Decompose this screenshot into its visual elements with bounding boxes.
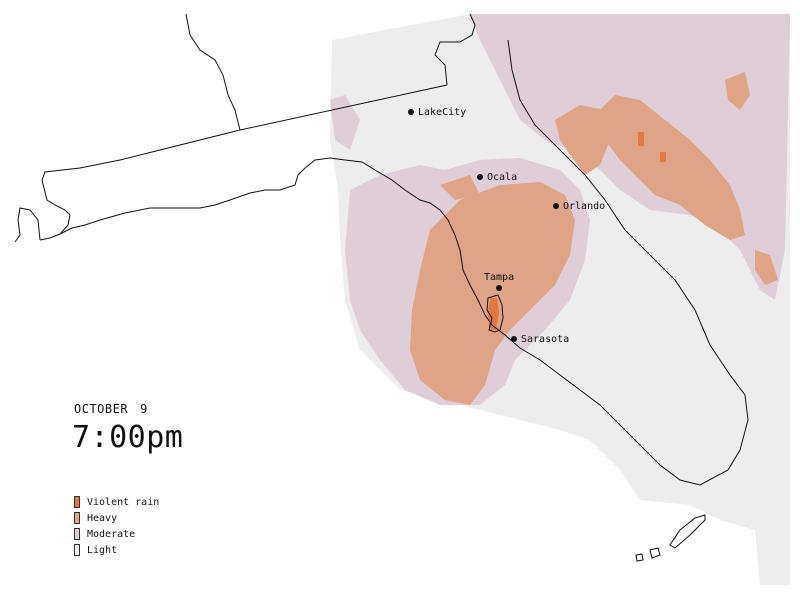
city-orlando[interactable]: Orlando (553, 201, 605, 212)
legend-label: Violent rain (87, 496, 160, 508)
legend-item-light: Light (74, 542, 159, 558)
city-label: Tampa (484, 272, 514, 283)
city-sarasota[interactable]: Sarasota (511, 334, 569, 345)
city-label: Ocala (487, 172, 517, 183)
legend-item-heavy: Heavy (74, 510, 159, 526)
legend-swatch (74, 496, 80, 508)
legend-swatch (74, 512, 80, 524)
city-dot (511, 336, 517, 342)
city-tampa[interactable]: Tampa (484, 272, 514, 291)
legend-label: Light (87, 544, 118, 556)
legend-swatch (74, 544, 80, 556)
city-markers: LakeCity Ocala Orlando Tampa Sarasota (408, 107, 605, 345)
city-dot (477, 174, 483, 180)
date-day: 9 (140, 402, 148, 416)
legend-label: Moderate (87, 528, 136, 540)
city-label: Orlando (563, 201, 605, 212)
legend-item-violent: Violent rain (74, 494, 159, 510)
coastline-outline (14, 13, 749, 562)
city-dot (553, 203, 559, 209)
rain-heavy-layer (410, 72, 778, 405)
time-label: 7:00pm (72, 420, 184, 455)
legend-swatch (74, 528, 80, 540)
rain-legend: Violent rain Heavy Moderate Light (74, 494, 159, 558)
city-ocala[interactable]: Ocala (477, 172, 517, 183)
city-dot (496, 285, 502, 291)
city-label: LakeCity (418, 107, 466, 118)
date-label: OCTOBER 9 (74, 402, 148, 416)
city-lake-city[interactable]: LakeCity (408, 107, 466, 118)
date-month: OCTOBER (74, 402, 129, 416)
city-label: Sarasota (521, 334, 569, 345)
city-dot (408, 109, 414, 115)
legend-label: Heavy (87, 512, 118, 524)
legend-item-moderate: Moderate (74, 526, 159, 542)
